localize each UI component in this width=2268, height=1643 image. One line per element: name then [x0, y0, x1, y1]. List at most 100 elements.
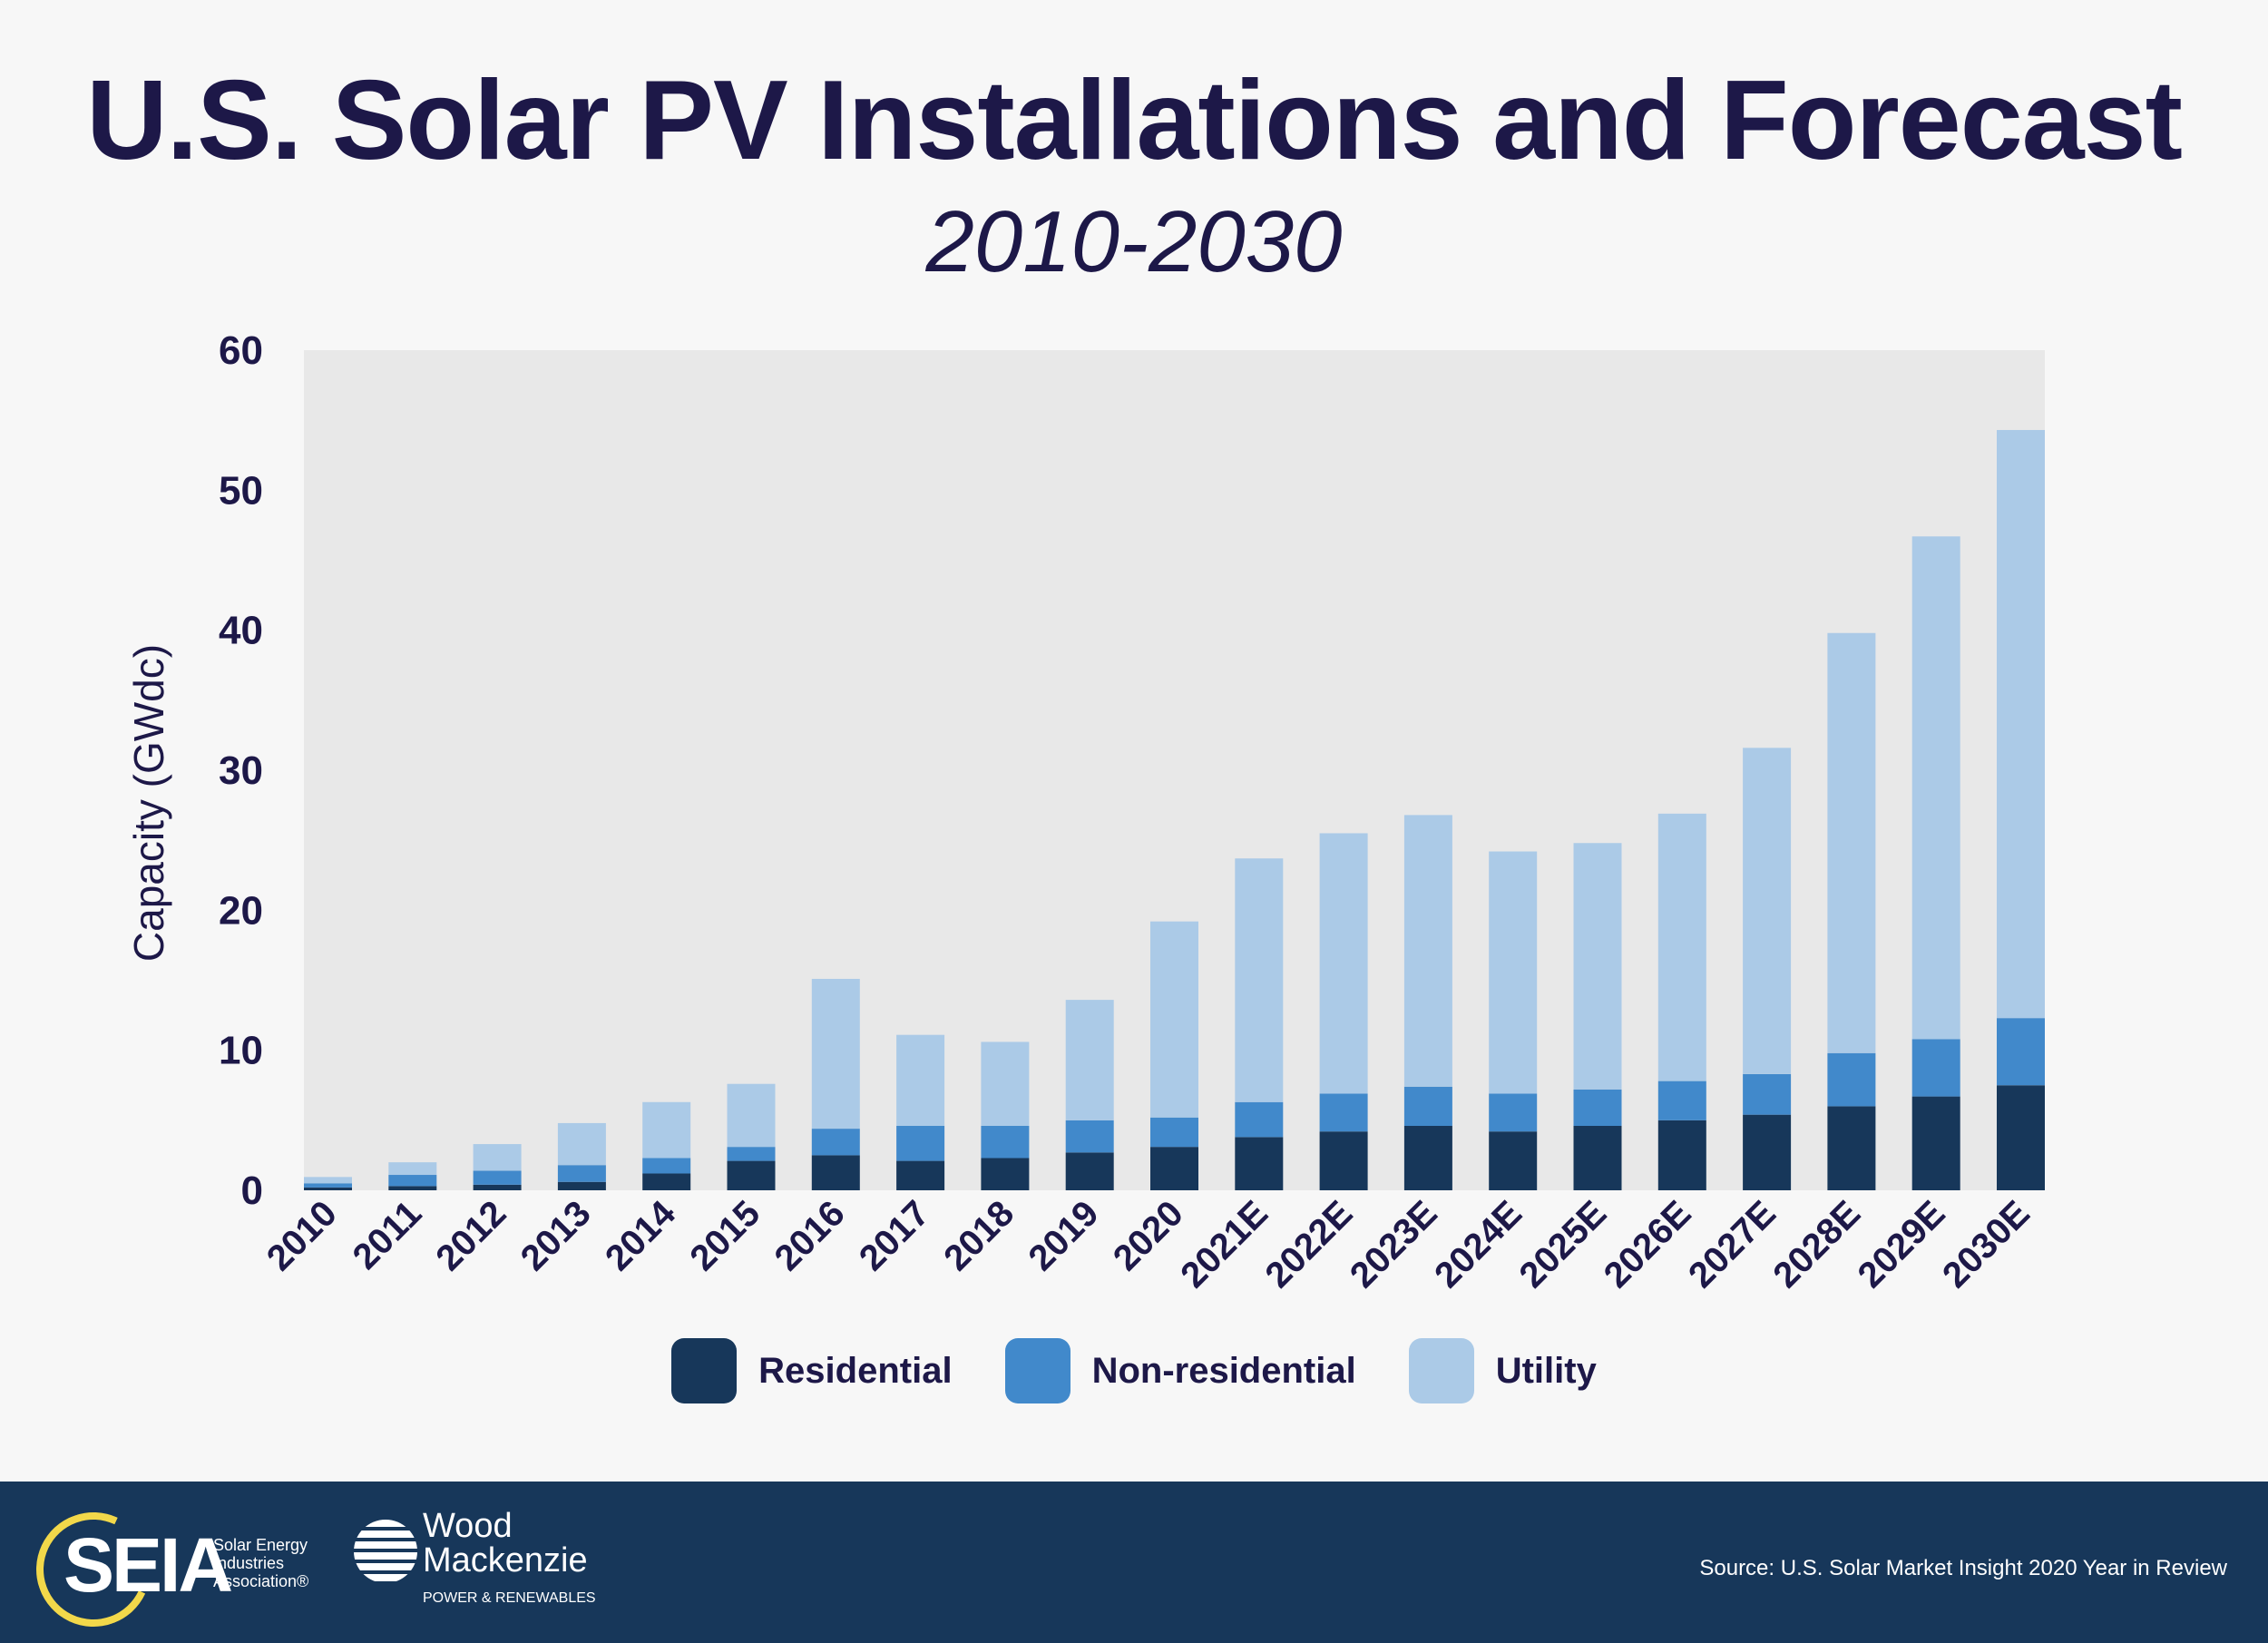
x-tick-label: 2023E [1343, 1193, 1445, 1296]
legend-swatch-utility [1408, 1338, 1474, 1403]
bar-segment-residential-2011 [388, 1186, 437, 1190]
bar-segment-residential-2027E [1743, 1114, 1792, 1190]
bar-segment-residential-2021E [1235, 1137, 1284, 1190]
bar-segment-utility-2022E [1319, 833, 1368, 1094]
bar-segment-non-residential-2022E [1319, 1093, 1368, 1132]
bar-segment-utility-2017 [896, 1034, 945, 1127]
y-axis-label: Capacity (GWdc) [125, 644, 172, 962]
legend-label: Non-residential [1091, 1350, 1356, 1391]
bar-segment-utility-2030E [1997, 429, 2045, 1019]
bar-segment-residential-2020 [1150, 1147, 1198, 1190]
bar-segment-utility-2025E [1573, 843, 1622, 1090]
x-tick-label: 2019 [1022, 1193, 1107, 1278]
bar-segment-non-residential-2012 [473, 1170, 522, 1185]
bar-segment-residential-2018 [981, 1158, 1030, 1190]
legend-item-non-residential: Non-residential [1004, 1338, 1356, 1403]
bar-segment-residential-2016 [811, 1155, 860, 1190]
y-tick-label: 50 [219, 468, 263, 513]
bar-segment-utility-2012 [473, 1144, 522, 1171]
bar-segment-non-residential-2021E [1235, 1101, 1284, 1138]
bar-segment-non-residential-2013 [557, 1165, 606, 1182]
x-tick-label: 2026E [1597, 1193, 1699, 1296]
bar-segment-utility-2021E [1235, 858, 1284, 1102]
x-tick-label: 2016 [767, 1193, 853, 1278]
wm-line: Mackenzie [423, 1541, 588, 1579]
bar-segment-utility-2018 [981, 1042, 1030, 1127]
bar-segment-utility-2019 [1065, 1000, 1114, 1120]
bar-segment-residential-2022E [1319, 1131, 1368, 1190]
y-tick-label: 0 [241, 1169, 263, 1213]
seia-logo: SEIA Solar Energy Industries Association… [20, 1496, 318, 1643]
legend-label: Residential [758, 1350, 953, 1391]
y-tick-label: 20 [219, 888, 263, 933]
bar-segment-non-residential-2011 [388, 1175, 437, 1187]
bar-segment-non-residential-2017 [896, 1126, 945, 1161]
seia-wordmark: SEIA [64, 1522, 233, 1608]
x-tick-label: 2017 [852, 1193, 937, 1278]
bar-segment-utility-2029E [1911, 536, 1960, 1040]
bar-segment-residential-2024E [1489, 1131, 1538, 1190]
bar-segment-non-residential-2018 [981, 1126, 1030, 1159]
bar-segment-non-residential-2015 [727, 1147, 776, 1161]
seia-sub-line: Association® [213, 1572, 309, 1590]
x-tick-label: 2013 [513, 1193, 599, 1278]
x-tick-label: 2021E [1173, 1193, 1276, 1296]
legend-swatch-residential [671, 1338, 738, 1403]
bar-segment-residential-2012 [473, 1184, 522, 1190]
chart-title: U.S. Solar PV Installations and Forecast [86, 58, 2183, 183]
x-tick-label: 2025E [1511, 1193, 1614, 1296]
x-tick-label: 2028E [1765, 1193, 1868, 1296]
wood-mackenzie-logo: Wood Mackenzie POWER & RENEWABLES [354, 1509, 626, 1636]
seia-sub-line: Industries [213, 1554, 285, 1572]
bar-segment-non-residential-2016 [811, 1129, 860, 1156]
y-tick-label: 60 [219, 328, 263, 373]
bar-segment-non-residential-2024E [1489, 1093, 1538, 1132]
legend-label: Utility [1495, 1350, 1597, 1391]
y-tick-label: 40 [219, 609, 263, 653]
bar-segment-residential-2013 [557, 1181, 606, 1190]
x-tick-label: 2014 [598, 1193, 684, 1279]
bar-segment-utility-2016 [811, 978, 860, 1130]
bar-segment-utility-2028E [1827, 632, 1876, 1053]
legend: Residential Non-residential Utility [0, 1338, 2268, 1403]
y-tick-label: 30 [219, 748, 263, 793]
bar-segment-residential-2028E [1827, 1106, 1876, 1190]
bar-segment-non-residential-2026E [1657, 1081, 1706, 1120]
wood-mackenzie-globe-icon [354, 1520, 417, 1583]
seia-sub-line: Solar Energy [213, 1536, 308, 1554]
seia-subtitle: Solar Energy Industries Association® [213, 1536, 308, 1590]
bar-segment-non-residential-2023E [1403, 1086, 1452, 1127]
bar-segment-utility-2011 [388, 1162, 437, 1176]
x-tick-label: 2012 [428, 1193, 513, 1278]
x-tick-label: 2011 [346, 1193, 429, 1276]
bar-segment-utility-2013 [557, 1122, 606, 1166]
stacked-bar-chart: 0 10 20 30 40 50 60 Capacity (GWdc) 2010 2011 2012… [125, 328, 2045, 1296]
legend-swatch-non-residential [1004, 1338, 1070, 1403]
bar-segment-non-residential-2014 [642, 1158, 691, 1174]
x-tick-label: 2024E [1427, 1193, 1530, 1296]
bar-segment-residential-2030E [1997, 1085, 2045, 1190]
bar-segment-non-residential-2029E [1911, 1039, 1960, 1097]
footer: SEIA Solar Energy Industries Association… [0, 1482, 2268, 1643]
x-tick-label: 2010 [259, 1193, 345, 1278]
bar-segment-non-residential-2010 [304, 1183, 352, 1188]
bar-segment-utility-2010 [304, 1177, 352, 1184]
bar-segment-utility-2026E [1657, 813, 1706, 1081]
wm-line: Wood [423, 1507, 513, 1545]
bar-segment-residential-2017 [896, 1160, 945, 1190]
bar-segment-utility-2020 [1150, 921, 1198, 1118]
bar-segment-residential-2025E [1573, 1126, 1622, 1190]
bar-segment-non-residential-2025E [1573, 1089, 1622, 1127]
wood-mackenzie-wordmark: Wood Mackenzie [423, 1509, 588, 1578]
bar-segment-residential-2010 [304, 1187, 352, 1190]
legend-item-utility: Utility [1408, 1338, 1597, 1403]
bar-segment-utility-2015 [727, 1083, 776, 1148]
x-tick-label: 2027E [1681, 1193, 1784, 1296]
bar-segment-residential-2029E [1911, 1096, 1960, 1190]
x-tick-label: 2018 [936, 1193, 1022, 1278]
bar-segment-non-residential-2019 [1065, 1120, 1114, 1153]
bar-segment-non-residential-2030E [1997, 1018, 2045, 1086]
y-tick-label: 10 [219, 1029, 263, 1073]
x-tick-label: 2022E [1258, 1193, 1361, 1296]
bar-segment-utility-2024E [1489, 851, 1538, 1094]
